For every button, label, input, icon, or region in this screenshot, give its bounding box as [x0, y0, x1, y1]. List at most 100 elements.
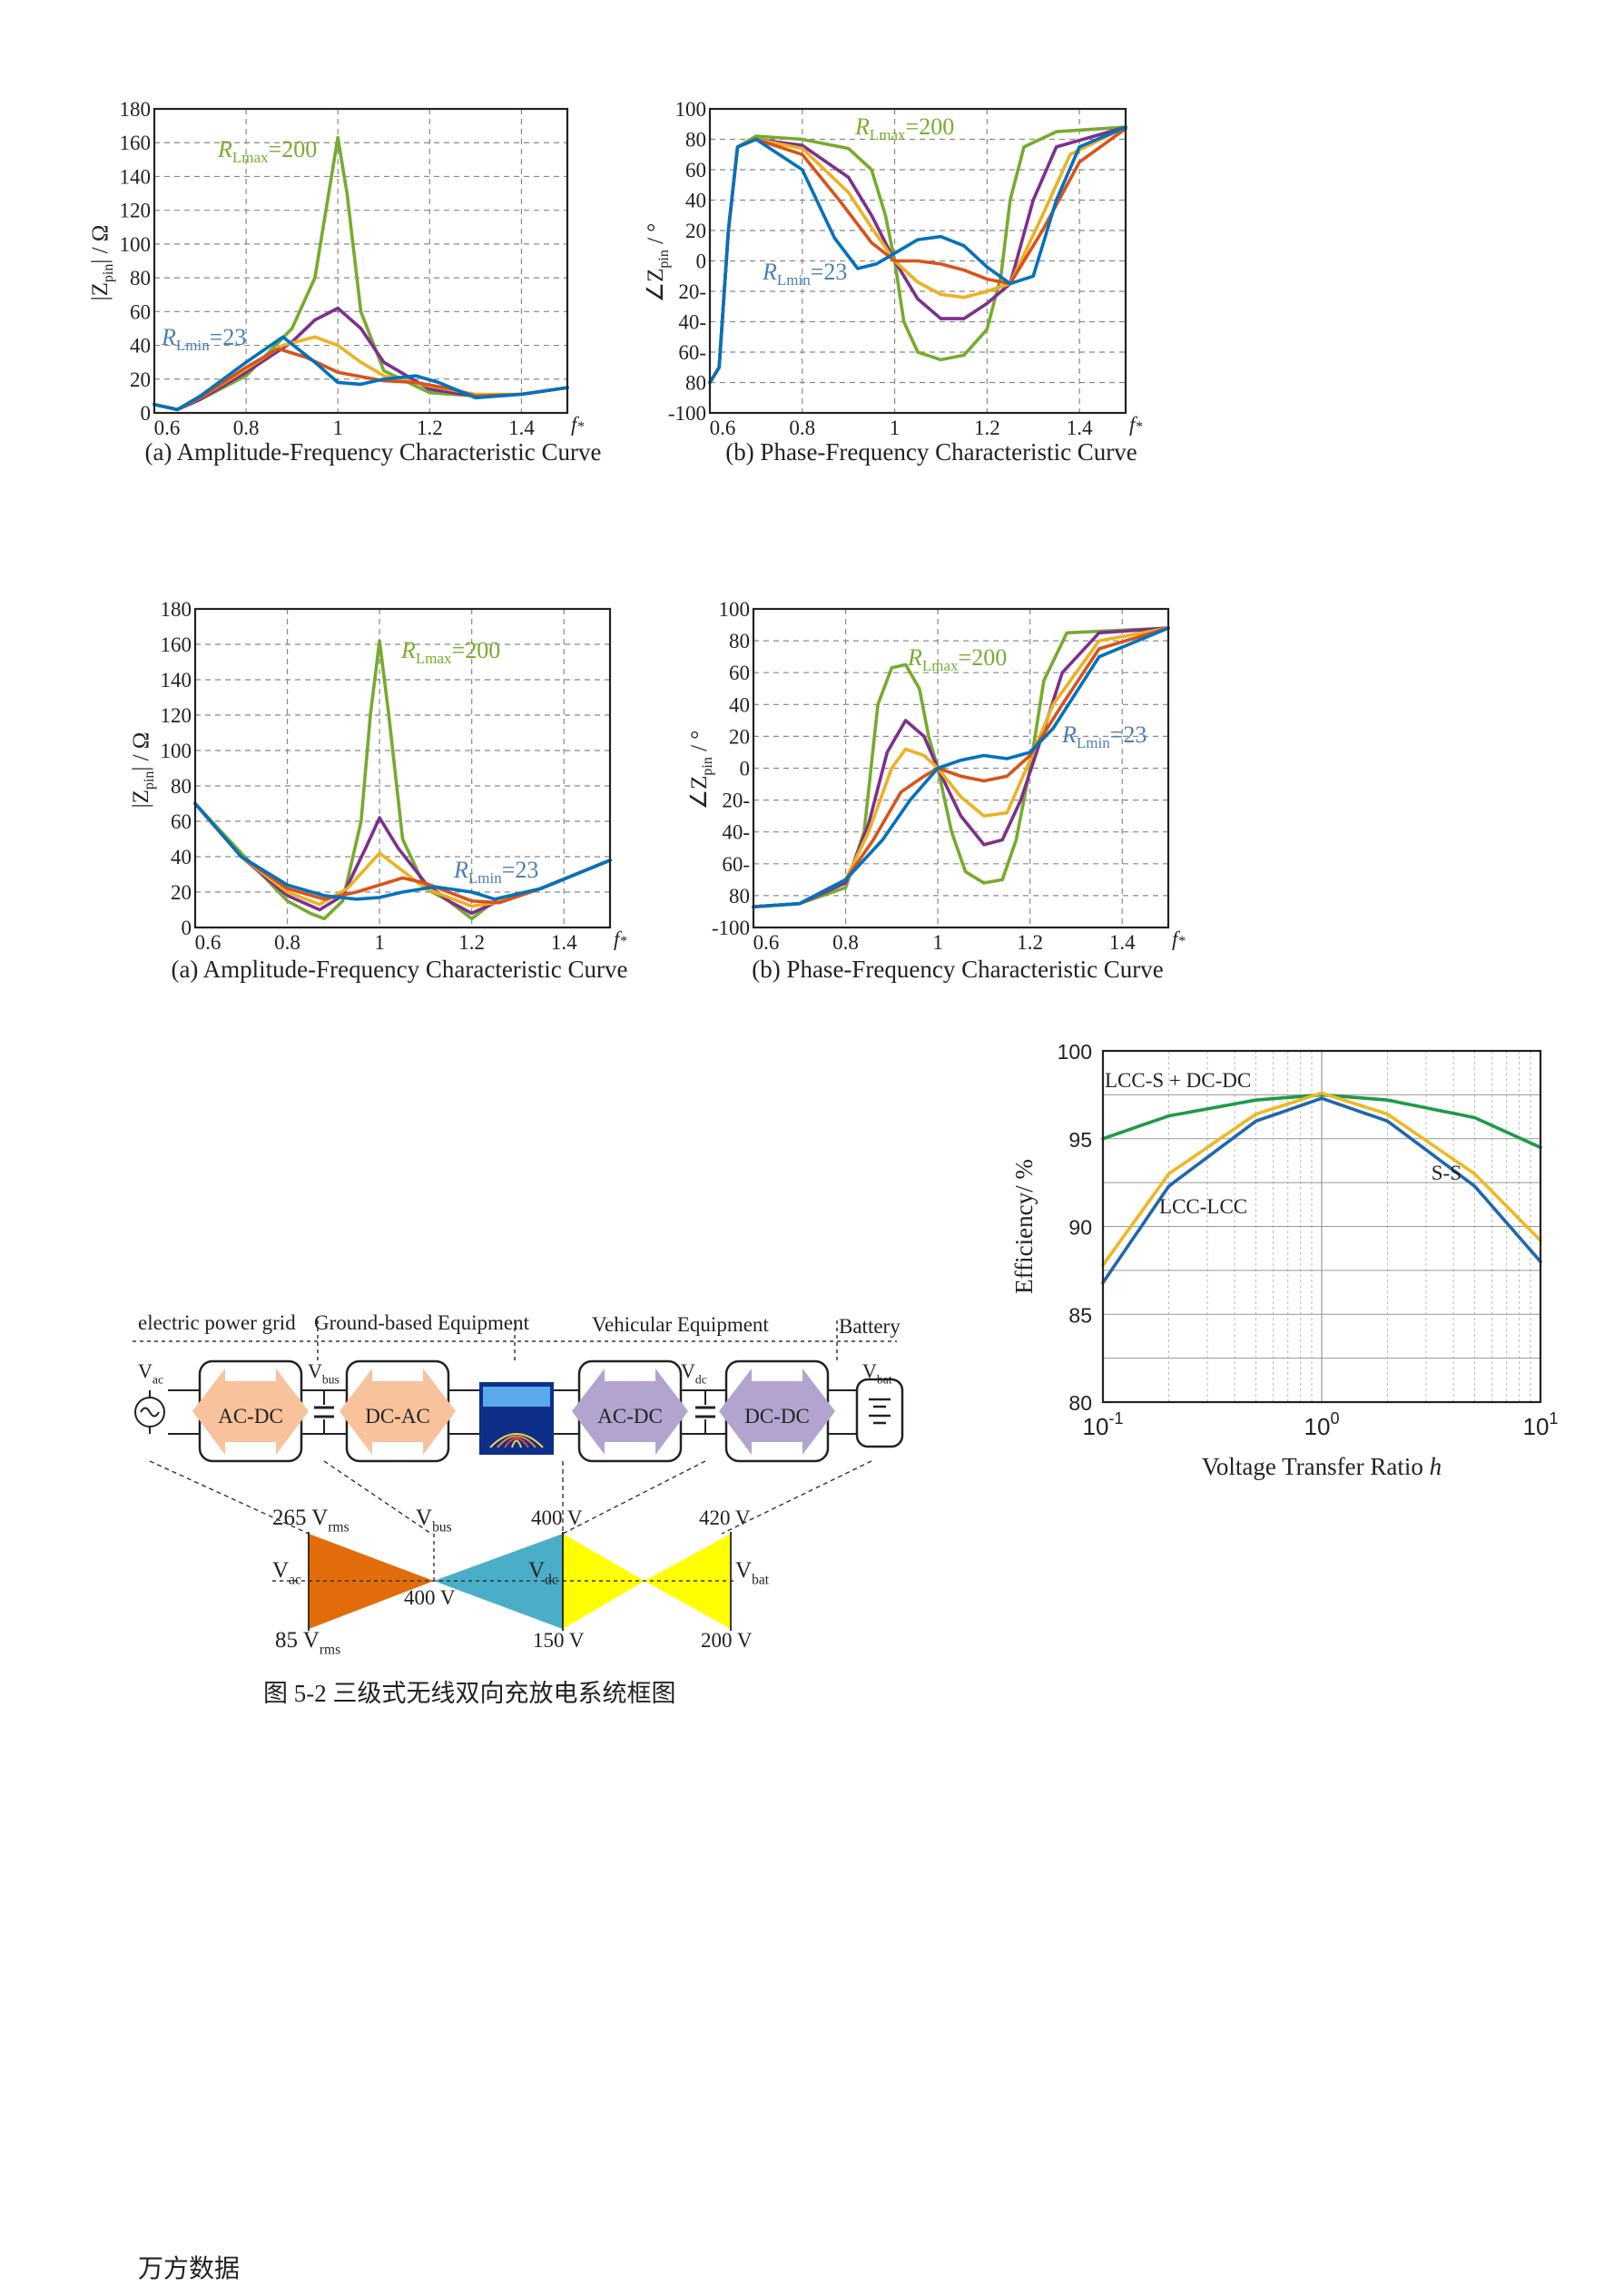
figure-5-2-caption: 图 5-2 三级式无线双向充放电系统框图: [263, 1680, 676, 1707]
chart-group: 0.6 0.8 1 1.2 1.4 f* -100 80 60- 40- 20- 0 20 40 60 80 1…: [687, 598, 1185, 983]
y-tick-label: 20-: [678, 280, 706, 303]
coil-field-line: [511, 1439, 522, 1448]
section-battery: Battery: [839, 1315, 901, 1338]
block-dcac-label: DC-AC: [365, 1405, 430, 1428]
chart-group: 0.6 0.8 1 1.2 1.4 f* -100 80 60- 40- 20- 0 20 40 60 80 1…: [644, 98, 1142, 466]
y-tick-label: 20: [685, 220, 706, 242]
y-tick-label: 0: [182, 917, 192, 939]
y-tick-label: 180: [161, 598, 192, 621]
y-tick-label: -100: [668, 402, 706, 425]
x-tick-label: 1: [374, 931, 385, 954]
series-label: S-S: [1432, 1162, 1462, 1184]
series-line-lccsdcdc: [1101, 1093, 1542, 1150]
x-tick-label: 1: [932, 931, 943, 954]
series-line-ss: [1101, 1096, 1542, 1285]
figure-caption: (b) Phase-Frequency Characteristic Curve: [725, 438, 1137, 466]
y-tick-label: 40: [729, 693, 750, 716]
y-tick-label: 60-: [722, 853, 750, 876]
y-tick-label: 80: [130, 267, 151, 289]
y-tick-label: 80: [685, 372, 706, 395]
x-tick-label: 1.2: [458, 931, 485, 954]
y-axis-label: |Zpin| / Ω: [129, 732, 157, 809]
series-label: LCC-LCC: [1159, 1195, 1247, 1218]
x-axis-label: f*: [571, 413, 584, 436]
range-label-vbat: Vbat: [735, 1558, 770, 1588]
block-dcdc-arrow: [719, 1369, 835, 1455]
block-dcdc-label: DC-DC: [744, 1405, 810, 1428]
coil-image-field: [483, 1387, 550, 1407]
y-tick-label: 40: [130, 335, 151, 358]
range-label-vbus: Vbus: [416, 1506, 452, 1536]
range-dc-high: 400 V: [531, 1506, 583, 1529]
series-line-rlmax200: [193, 639, 612, 921]
x-axis-label: f*: [614, 927, 626, 950]
x-tick-label: 1: [890, 417, 901, 439]
y-tick-label: 20: [729, 725, 750, 748]
x-tick-label: 100: [1304, 1409, 1340, 1440]
footer-watermark: 万方数据: [138, 2253, 241, 2283]
series-label: LCC-S + DC-DC: [1105, 1069, 1251, 1092]
y-tick-label: 100: [120, 233, 152, 256]
y-tick-label: 0: [740, 758, 751, 780]
y-tick-label: 100: [1058, 1040, 1092, 1064]
figure-caption: (b) Phase-Frequency Characteristic Curve: [752, 956, 1164, 983]
sine-icon: [140, 1407, 160, 1418]
y-tick-label: 60-: [678, 341, 706, 364]
node-label-vdc: Vdc: [681, 1359, 707, 1387]
series-line-lcclcc: [1101, 1091, 1542, 1267]
y-tick-label: 60: [171, 810, 192, 833]
x-tick-label: 1: [332, 417, 343, 439]
range-label-vac: Vac: [272, 1558, 301, 1588]
curve-annotation: RLmin=23: [1061, 721, 1147, 751]
x-tick-label: 1.4: [1067, 417, 1093, 439]
plot-frame: [153, 107, 569, 415]
node-label-vac: Vac: [138, 1359, 163, 1387]
y-tick-label: 40: [685, 190, 706, 212]
curve-annotation: RLmin=23: [453, 857, 538, 887]
range-bat-high: 420 V: [699, 1506, 751, 1529]
curve-annotation: RLmin=23: [762, 259, 847, 289]
figure-caption: (a) Amplitude-Frequency Characteristic C…: [144, 438, 601, 466]
y-tick-label: 20: [130, 368, 151, 391]
efficiency-group: 80 85 90 95 100 10-1 100 101 Voltage Transfer Ra…: [1010, 1040, 1558, 1480]
series-line-rlmin23: [752, 626, 1170, 908]
x-tick-label: 10-1: [1083, 1409, 1124, 1440]
x-axis-label: f*: [1172, 927, 1185, 950]
y-tick-label: 40: [171, 846, 192, 868]
range-ac-low: 85 Vrms: [275, 1628, 340, 1658]
y-tick-label: 80: [1068, 1391, 1092, 1415]
series-line-rlmin23: [153, 335, 569, 412]
x-axis-label: f*: [1129, 413, 1142, 436]
projection-line: [323, 1460, 432, 1535]
y-tick-label: 180: [120, 98, 152, 121]
y-tick-label: 80: [729, 885, 750, 908]
node-label-vbat: Vbat: [862, 1359, 892, 1387]
y-tick-label: 40-: [722, 821, 750, 844]
y-tick-label: -100: [712, 917, 750, 939]
y-tick-label: 100: [675, 98, 707, 121]
y-axis-label: Efficiency/ %: [1010, 1159, 1038, 1294]
plot-frame: [752, 607, 1170, 929]
y-axis-label: |Zpin| / Ω: [88, 225, 116, 301]
node-label-vbus: Vbus: [308, 1359, 340, 1387]
y-tick-label: 120: [161, 704, 192, 727]
x-tick-label: 0.8: [274, 931, 300, 954]
y-tick-label: 40-: [678, 311, 706, 334]
y-tick-label: 140: [120, 165, 152, 188]
range-ac-high: 265 Vrms: [272, 1506, 349, 1536]
triangle-dc-out: [563, 1534, 645, 1629]
coil-field-line: [497, 1435, 536, 1448]
figure-caption: (a) Amplitude-Frequency Characteristic C…: [171, 956, 627, 983]
y-tick-label: 95: [1068, 1128, 1092, 1152]
x-tick-label: 0.8: [233, 417, 260, 439]
curve-annotation: RLmax=200: [854, 113, 954, 143]
x-tick-label: 0.6: [195, 931, 221, 954]
block-acdc-ground-arrow: [192, 1369, 309, 1455]
curve-annotation: RLmax=200: [217, 136, 317, 166]
section-grid: electric power grid: [138, 1311, 296, 1334]
